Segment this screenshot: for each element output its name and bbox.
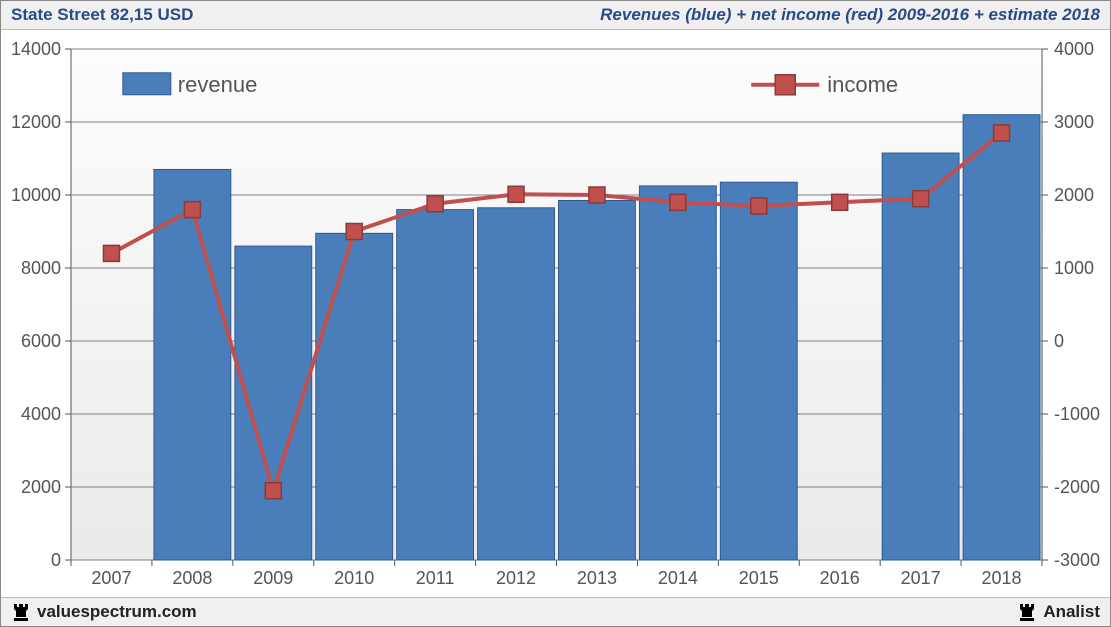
line-marker: [994, 125, 1010, 141]
footer-right-text: Analist: [1043, 602, 1100, 621]
legend-bar-label: revenue: [178, 72, 258, 97]
bar: [316, 233, 393, 560]
y-left-label: 14000: [11, 39, 61, 59]
y-right-label: 2000: [1054, 185, 1094, 205]
chart-canvas: 02000400060008000100001200014000-3000-20…: [1, 29, 1111, 600]
bar: [154, 169, 231, 560]
x-label: 2017: [901, 568, 941, 588]
y-left-label: 2000: [21, 477, 61, 497]
x-label: 2009: [253, 568, 293, 588]
x-label: 2010: [334, 568, 374, 588]
y-right-label: 0: [1054, 331, 1064, 351]
rook-icon: [1017, 602, 1037, 622]
chart-frame: State Street 82,15 USD Revenues (blue) +…: [0, 0, 1111, 627]
y-right-label: 4000: [1054, 39, 1094, 59]
x-label: 2014: [658, 568, 698, 588]
bar: [478, 208, 555, 560]
x-label: 2018: [982, 568, 1022, 588]
footer-bar: valuespectrum.com Analist: [1, 597, 1110, 626]
line-marker: [427, 196, 443, 212]
line-marker: [184, 202, 200, 218]
x-label: 2007: [91, 568, 131, 588]
footer-left: valuespectrum.com: [11, 602, 197, 623]
y-left-label: 0: [51, 550, 61, 570]
title-left: State Street 82,15 USD: [11, 5, 193, 25]
x-label: 2012: [496, 568, 536, 588]
y-right-label: -1000: [1054, 404, 1100, 424]
line-marker: [913, 191, 929, 207]
footer-left-text: valuespectrum.com: [37, 602, 197, 621]
rook-icon: [11, 602, 31, 622]
y-left-label: 6000: [21, 331, 61, 351]
x-label: 2008: [172, 568, 212, 588]
title-right: Revenues (blue) + net income (red) 2009-…: [600, 5, 1100, 25]
line-marker: [670, 194, 686, 210]
line-marker: [832, 194, 848, 210]
y-right-label: -2000: [1054, 477, 1100, 497]
line-marker: [751, 198, 767, 214]
line-marker: [265, 483, 281, 499]
header-bar: State Street 82,15 USD Revenues (blue) +…: [1, 1, 1110, 30]
legend-bar-swatch: [123, 73, 171, 95]
legend-line-marker: [775, 75, 795, 95]
y-right-label: -3000: [1054, 550, 1100, 570]
x-label: 2016: [820, 568, 860, 588]
line-marker: [346, 224, 362, 240]
line-marker: [589, 187, 605, 203]
x-label: 2013: [577, 568, 617, 588]
y-left-label: 12000: [11, 112, 61, 132]
y-right-label: 3000: [1054, 112, 1094, 132]
line-marker: [103, 245, 119, 261]
bar: [559, 200, 636, 560]
y-left-label: 8000: [21, 258, 61, 278]
x-label: 2015: [739, 568, 779, 588]
bar: [720, 182, 797, 560]
legend-line-label: income: [827, 72, 898, 97]
y-left-label: 10000: [11, 185, 61, 205]
bar: [882, 153, 959, 560]
y-left-label: 4000: [21, 404, 61, 424]
footer-right: Analist: [1017, 602, 1100, 623]
line-marker: [508, 186, 524, 202]
bar: [963, 115, 1040, 560]
x-label: 2011: [416, 568, 455, 588]
bar: [397, 210, 474, 560]
bar: [639, 186, 716, 560]
y-right-label: 1000: [1054, 258, 1094, 278]
